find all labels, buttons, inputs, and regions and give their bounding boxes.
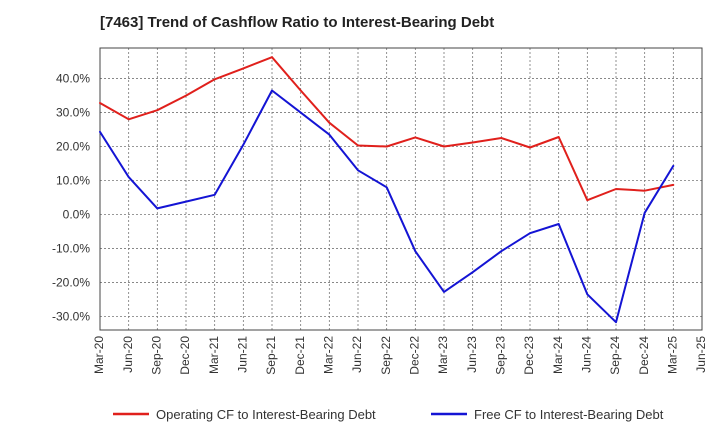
y-tick-label: -20.0% bbox=[52, 275, 90, 289]
x-tick-label: Mar-20 bbox=[92, 336, 106, 374]
y-tick-label: 0.0% bbox=[63, 207, 91, 221]
y-tick-label: -10.0% bbox=[52, 241, 90, 255]
x-tick-label: Mar-25 bbox=[666, 336, 680, 374]
plot-area bbox=[100, 48, 702, 330]
chart-title: [7463] Trend of Cashflow Ratio to Intere… bbox=[100, 14, 495, 31]
series-line-free-cf bbox=[99, 89, 675, 324]
x-tick-label: Dec-21 bbox=[293, 336, 307, 375]
x-tick-label: Sep-21 bbox=[264, 336, 278, 375]
y-tick-label: 40.0% bbox=[56, 72, 90, 86]
x-tick-label: Dec-20 bbox=[178, 336, 192, 375]
x-tick-label: Jun-25 bbox=[694, 336, 708, 373]
x-tick-label: Mar-22 bbox=[322, 336, 336, 374]
legend-label: Free CF to Interest-Bearing Debt bbox=[474, 407, 664, 422]
x-tick-label: Sep-24 bbox=[608, 336, 622, 375]
y-tick-label: 20.0% bbox=[56, 140, 90, 154]
x-tick-label: Dec-22 bbox=[408, 336, 422, 375]
plot-frame bbox=[99, 47, 703, 331]
x-tick-label: Sep-23 bbox=[494, 336, 508, 375]
x-tick-label: Mar-24 bbox=[551, 336, 565, 374]
x-tick-label: Jun-21 bbox=[236, 336, 250, 373]
x-tick-label: Mar-21 bbox=[207, 336, 221, 374]
x-tick-label: Dec-23 bbox=[522, 336, 536, 375]
legend-label: Operating CF to Interest-Bearing Debt bbox=[156, 407, 376, 422]
x-tick-label: Jun-24 bbox=[580, 336, 594, 373]
y-tick-label: 10.0% bbox=[56, 174, 90, 188]
x-tick-label: Dec-24 bbox=[637, 336, 651, 375]
x-tick-label: Sep-22 bbox=[379, 336, 393, 375]
x-tick-label: Sep-20 bbox=[150, 336, 164, 375]
x-tick-label: Mar-23 bbox=[436, 336, 450, 374]
y-tick-label: 30.0% bbox=[56, 106, 90, 120]
series-line-operating-cf bbox=[99, 56, 675, 202]
x-tick-label: Jun-23 bbox=[465, 336, 479, 373]
y-tick-label: -30.0% bbox=[52, 309, 90, 323]
x-tick-label: Jun-20 bbox=[121, 336, 135, 373]
x-tick-label: Jun-22 bbox=[350, 336, 364, 373]
